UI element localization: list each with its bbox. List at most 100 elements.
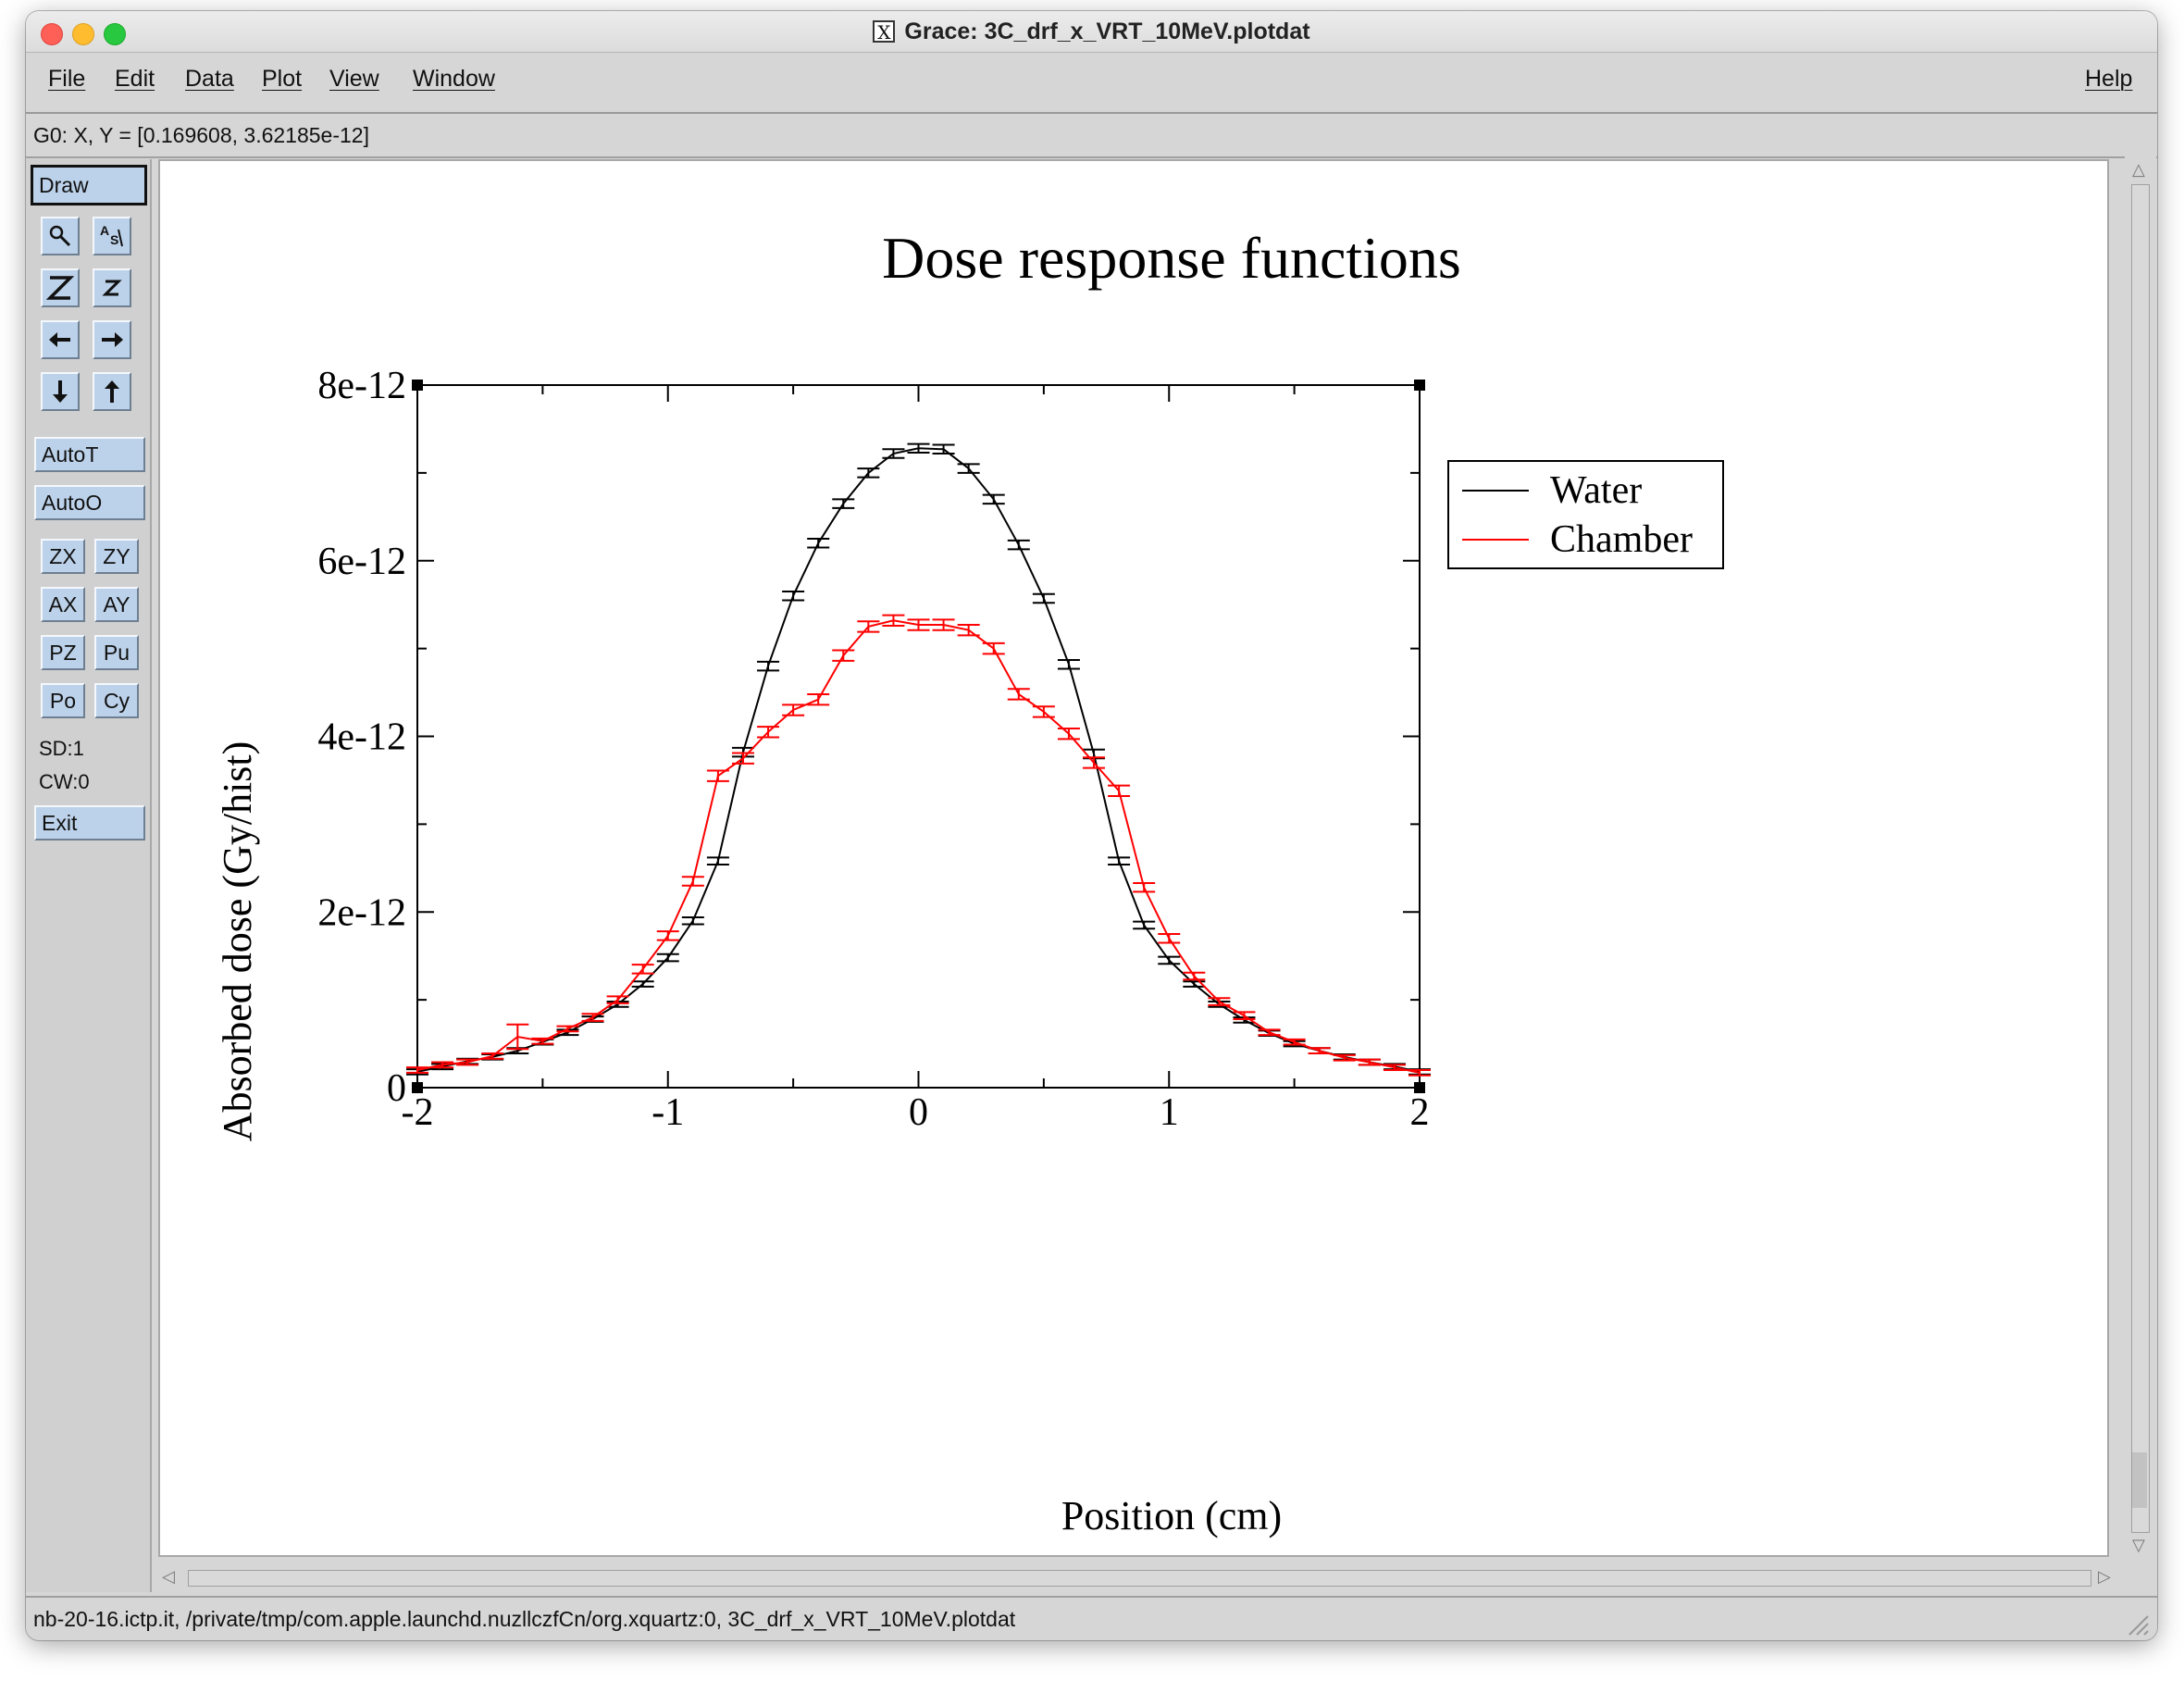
error-bar bbox=[631, 964, 654, 975]
error-bar bbox=[907, 618, 930, 631]
zoom-in-button[interactable] bbox=[41, 268, 80, 307]
x-tick-label: 1 bbox=[1160, 1091, 1179, 1134]
scroll-left-button[interactable] bbox=[41, 320, 80, 359]
autotick-button[interactable]: AutoT bbox=[34, 437, 145, 472]
x-tick-label: -2 bbox=[402, 1091, 434, 1134]
legend-box: Water Chamber bbox=[1447, 460, 1724, 569]
error-bar bbox=[757, 726, 780, 739]
scroll-up-arrow-icon[interactable]: △ bbox=[2132, 160, 2145, 180]
grace-window: X Grace: 3C_drf_x_VRT_10MeV.plotdat File… bbox=[26, 11, 2157, 1640]
window-title: Grace: 3C_drf_x_VRT_10MeV.plotdat bbox=[904, 18, 1310, 44]
scroll-down-button[interactable] bbox=[41, 372, 80, 411]
locator-readout: G0: X, Y = [0.169608, 3.62185e-12] bbox=[33, 123, 369, 147]
error-bar bbox=[681, 915, 704, 926]
error-bar bbox=[431, 1061, 454, 1069]
series-water bbox=[406, 442, 1431, 1076]
zoom-y-button[interactable]: ZY bbox=[94, 539, 139, 574]
error-bar bbox=[706, 856, 729, 866]
locator-bar: G0: X, Y = [0.169608, 3.62185e-12] bbox=[26, 114, 2157, 158]
error-bar bbox=[1133, 881, 1156, 893]
error-bar bbox=[1108, 856, 1131, 866]
error-bar bbox=[1183, 971, 1206, 981]
zoom-out-button[interactable] bbox=[93, 268, 131, 307]
error-bar bbox=[982, 493, 1005, 505]
autoscale-x-button[interactable]: AX bbox=[41, 587, 85, 622]
menu-edit[interactable]: Edit bbox=[115, 66, 155, 92]
menu-help[interactable]: Help bbox=[2085, 66, 2133, 92]
legend-label-water: Water bbox=[1550, 469, 1642, 512]
resize-grip-icon[interactable] bbox=[2126, 1613, 2150, 1637]
error-bar bbox=[406, 1066, 428, 1074]
scroll-left-arrow-icon[interactable]: ◁ bbox=[162, 1567, 175, 1587]
zoom-in-icon bbox=[46, 276, 74, 300]
plot-frame bbox=[416, 384, 1421, 1089]
autoscale-icon: A S bbox=[100, 223, 123, 247]
vertical-scroll-thumb[interactable] bbox=[2132, 1452, 2147, 1508]
zoom-tool-button[interactable] bbox=[41, 217, 80, 255]
error-bar bbox=[1258, 1028, 1281, 1037]
push-button[interactable]: Pu bbox=[94, 635, 139, 670]
close-button[interactable] bbox=[41, 23, 63, 45]
error-bar bbox=[1233, 1011, 1256, 1020]
vertical-scroll-track[interactable] bbox=[2131, 184, 2150, 1533]
error-bar bbox=[782, 704, 805, 716]
maximize-button[interactable] bbox=[104, 23, 126, 45]
error-bar bbox=[1108, 784, 1131, 798]
error-bar bbox=[1408, 1069, 1431, 1077]
error-bar bbox=[1308, 1047, 1331, 1054]
current-world-label: CW:0 bbox=[39, 770, 90, 793]
vertical-scrollbar[interactable]: △ ▽ bbox=[2125, 156, 2156, 1559]
status-bar: nb-20-16.ictp.it, /private/tmp/com.apple… bbox=[26, 1596, 2157, 1640]
autoorigin-button[interactable]: AutoO bbox=[34, 485, 145, 520]
chart-title: Dose response functions bbox=[882, 225, 1461, 291]
cycle-button[interactable]: Cy bbox=[94, 683, 139, 718]
pop-button[interactable]: Po bbox=[41, 683, 85, 718]
menu-view[interactable]: View bbox=[329, 66, 379, 92]
error-bar bbox=[1158, 955, 1181, 965]
autoscale-y-button[interactable]: AY bbox=[94, 587, 139, 622]
menu-window[interactable]: Window bbox=[413, 66, 495, 92]
error-bar bbox=[957, 624, 980, 637]
scroll-right-arrow-icon[interactable]: ▷ bbox=[2098, 1567, 2111, 1587]
zoom-x-button[interactable]: ZX bbox=[41, 539, 85, 574]
error-bar bbox=[731, 752, 754, 765]
push-zoom-button[interactable]: PZ bbox=[41, 635, 85, 670]
right-arrow-icon bbox=[102, 332, 123, 347]
error-bar bbox=[907, 442, 930, 454]
y-tick-label: 0 bbox=[387, 1067, 406, 1110]
error-bar bbox=[1032, 705, 1055, 718]
status-text: nb-20-16.ictp.it, /private/tmp/com.apple… bbox=[33, 1607, 1016, 1631]
y-tick-label: 6e-12 bbox=[317, 541, 406, 583]
error-bar bbox=[857, 620, 880, 633]
exit-button[interactable]: Exit bbox=[34, 805, 145, 840]
minimize-button[interactable] bbox=[72, 23, 94, 45]
y-tick-label: 4e-12 bbox=[317, 716, 406, 759]
error-bar bbox=[681, 876, 704, 887]
autoscale-tool-button[interactable]: A S bbox=[93, 217, 131, 255]
error-bar bbox=[1057, 658, 1080, 670]
scroll-down-arrow-icon[interactable]: ▽ bbox=[2132, 1536, 2145, 1555]
horizontal-scroll-track[interactable] bbox=[188, 1570, 2091, 1587]
x-tick-label: 2 bbox=[1410, 1091, 1430, 1134]
zoom-out-icon bbox=[102, 280, 122, 296]
x-tick-label: 0 bbox=[909, 1091, 928, 1134]
scroll-up-button[interactable] bbox=[93, 372, 131, 411]
error-bar bbox=[757, 660, 780, 672]
horizontal-scrollbar[interactable]: ◁ ▷ bbox=[158, 1564, 2125, 1592]
up-arrow-icon bbox=[105, 380, 119, 403]
plot-canvas[interactable]: Dose response functions -2 -1 0 1 2 0 2e-12 4e-… bbox=[158, 159, 2109, 1557]
menu-data[interactable]: Data bbox=[185, 66, 234, 92]
draw-button[interactable]: Draw bbox=[31, 165, 147, 205]
y-tick-label: 8e-12 bbox=[317, 365, 406, 407]
menu-plot[interactable]: Plot bbox=[262, 66, 303, 92]
down-arrow-icon bbox=[53, 380, 68, 403]
scroll-right-button[interactable] bbox=[93, 320, 131, 359]
error-bar bbox=[1283, 1038, 1306, 1046]
left-arrow-icon bbox=[49, 332, 70, 347]
error-bar bbox=[1032, 592, 1055, 604]
error-bar bbox=[932, 443, 955, 455]
zoom-icon bbox=[49, 225, 71, 247]
menu-file[interactable]: File bbox=[48, 66, 86, 92]
error-bar bbox=[807, 538, 830, 549]
error-bar bbox=[1208, 997, 1231, 1006]
